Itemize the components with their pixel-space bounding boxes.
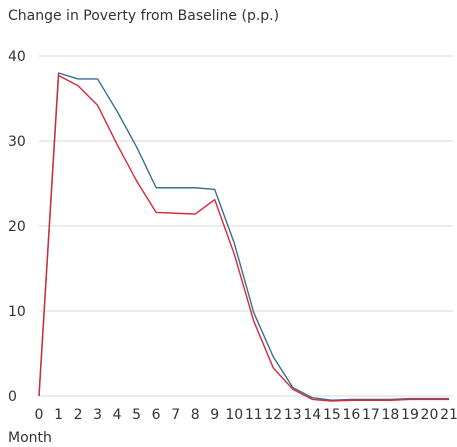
x-tick-label: 0 [35,407,44,423]
series-line-2 [38,74,449,402]
chart-title: Change in Poverty from Baseline (p.p.) [8,8,280,24]
x-tick-label: 16 [342,407,360,423]
gridlines [39,55,453,397]
y-tick-label: 40 [8,49,26,65]
x-tick-label: 4 [113,407,122,423]
y-tick-label: 10 [8,304,26,320]
x-tick-label: 11 [245,407,263,423]
x-tick-label: 12 [264,407,282,423]
x-axis-title: Month [8,430,52,446]
x-tick-label: 5 [132,407,141,423]
x-tick-label: 2 [74,407,83,423]
x-tick-label: 15 [323,407,341,423]
x-tick-label: 18 [382,407,400,423]
y-tick-label: 20 [8,219,26,235]
series-line-1 [38,72,449,401]
x-tick-label: 9 [210,407,219,423]
x-tick-label: 13 [284,407,302,423]
x-tick-label: 17 [362,407,380,423]
x-tick-label: 3 [93,407,102,423]
x-tick-label: 10 [225,407,243,423]
x-tick-label: 21 [440,407,457,423]
x-tick-label: 7 [171,407,180,423]
x-tick-label: 19 [401,407,419,423]
x-tick-label: 1 [54,407,63,423]
x-tick-label: 6 [152,407,161,423]
x-tick-label: 8 [191,407,200,423]
y-tick-label: 30 [8,134,26,150]
series-lines [38,72,449,402]
x-tick-label: 20 [421,407,439,423]
x-tick-label: 14 [303,407,321,423]
y-tick-label: 0 [8,389,17,405]
